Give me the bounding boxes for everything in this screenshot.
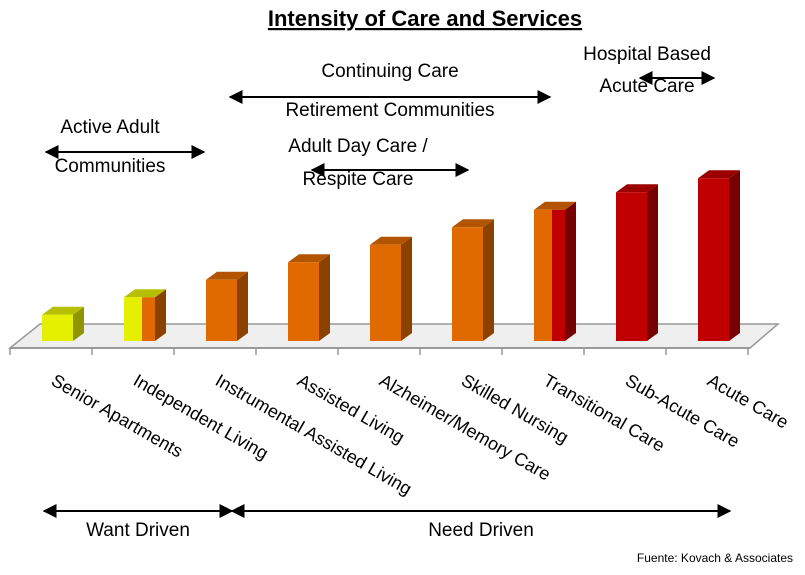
range-active-adult: Active Adult Communities [44,117,206,177]
bar-front [370,244,401,341]
bar-top [288,254,330,263]
bar-assisted-living [288,254,330,341]
driver-label: Want Driven [86,520,190,541]
range-label: Continuing Care [321,61,458,82]
bar-front [206,279,237,341]
bar-instrumental-assisted-living [206,271,248,341]
range-adult-day-care: Adult Day Care / Respite Care [288,136,470,190]
range-label: Hospital Based [583,44,711,65]
category-label: Independent Living [130,370,272,463]
bar-side [155,289,166,341]
bar-top [452,219,494,228]
bar-transitional-care [534,201,576,341]
bar-senior-apartments [42,306,84,341]
bar-alzheimer-memory-care [370,236,412,341]
care-ranges: Continuing Care Retirement Communities Hos… [44,44,716,190]
bar-front [616,192,647,341]
driver-label: Need Driven [428,520,534,541]
bar-sub-acute-care [616,184,658,341]
bar-acute-care [698,170,740,341]
bar-front [452,227,483,341]
bar-front-left [124,297,142,341]
bars [42,170,740,341]
bar-skilled-nursing [452,219,494,341]
chart-title: Intensity of Care and Services [268,6,582,31]
bar-top [698,170,740,179]
bar-top [370,236,412,245]
range-label: Acute Care [599,76,694,97]
range-label: Active Adult [60,117,160,138]
source-note: Fuente: Kovach & Associates [637,551,793,565]
range-continuing-care: Continuing Care Retirement Communities [228,61,552,121]
bar-front [288,262,319,341]
bar-front-right [552,209,565,341]
bar-front [698,178,729,341]
bar-side [729,170,740,341]
bar-top [616,184,658,193]
bar-side [401,236,412,341]
bar-top [534,201,576,210]
bar-top [206,271,248,280]
bar-side [73,306,84,341]
driver-want-driven: Want Driven [42,504,234,541]
bar-side [237,271,248,341]
bar-front-left [534,209,552,341]
bar-top [42,306,84,315]
driver-ranges: Want Driven Need Driven [42,504,732,541]
bar-independent-living [124,289,166,341]
range-label: Respite Care [303,169,414,190]
range-hospital-based: Hospital Based Acute Care [583,44,716,97]
bar-front-right [142,297,155,341]
bar-side [647,184,658,341]
bar-front [42,314,73,341]
range-label: Adult Day Care / [288,136,428,157]
range-label: Communities [55,156,166,177]
driver-need-driven: Need Driven [230,504,732,541]
bar-side [483,219,494,341]
bar-side [565,201,576,341]
bar-side [319,254,330,341]
bar-top [124,289,166,298]
range-label: Retirement Communities [285,100,494,121]
